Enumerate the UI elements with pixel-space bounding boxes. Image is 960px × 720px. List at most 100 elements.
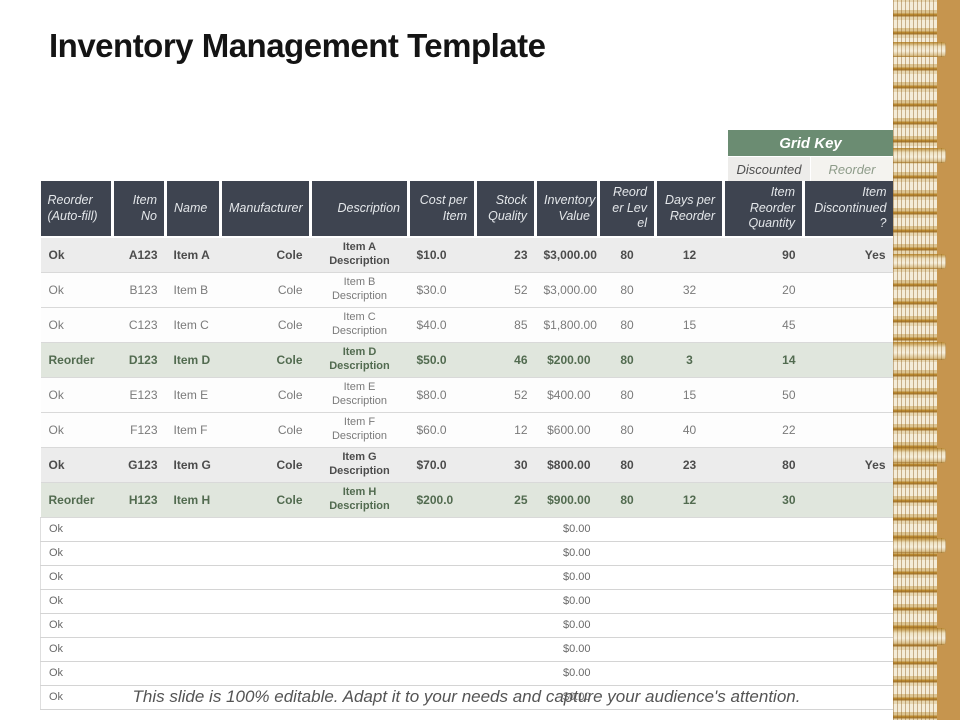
table-header-row: Reorder (Auto-fill) Item No Name Manufactur… [40, 181, 894, 238]
table-cell-item_discontinued: Yes [803, 237, 894, 273]
table-cell-days_per_reorder [655, 517, 724, 542]
page-title: Inventory Management Template [49, 27, 546, 64]
table-cell-manufacturer: Cole [220, 412, 311, 448]
table-cell-manufacturer [220, 685, 311, 710]
table-cell-reorder_level: 80 [598, 342, 656, 378]
coin-edge [893, 342, 946, 360]
table-cell-item_no: A123 [112, 237, 166, 273]
table-cell-reorder_level: 80 [598, 237, 656, 273]
table-cell-inventory_value: $0.00 [535, 661, 599, 686]
table-cell-manufacturer: Cole [220, 307, 311, 343]
table-cell-name [165, 589, 221, 614]
column-header-item_discontinued: Item Discontinued ? [803, 181, 894, 238]
table-row: Ok $0.00 [40, 685, 894, 710]
table-cell-cost_per_item [408, 541, 476, 566]
table-cell-cost_per_item: $200.0 [408, 482, 476, 518]
table-cell-item_no [112, 661, 166, 686]
table-cell-days_per_reorder [655, 661, 724, 686]
table-cell-stock_quality [475, 541, 536, 566]
table-cell-days_per_reorder: 12 [655, 237, 724, 273]
table-cell-item_reorder_quantity: 20 [723, 272, 804, 308]
table-cell-description [310, 661, 409, 686]
column-header-stock_quality: Stock Quality [475, 181, 537, 238]
table-cell-stock_quality: 30 [475, 447, 536, 483]
table-cell-manufacturer: Cole [220, 272, 311, 308]
table-cell-status: Ok [40, 377, 113, 413]
table-cell-inventory_value: $0.00 [535, 613, 599, 638]
table-cell-cost_per_item [408, 637, 476, 662]
table-cell-cost_per_item [408, 589, 476, 614]
table-cell-name [165, 517, 221, 542]
table-cell-status: Ok [40, 565, 113, 590]
inventory-table-body: Ok A123 Item A Cole Item A Description $10.0 2… [40, 237, 894, 710]
table-row: Ok $0.00 [40, 613, 894, 638]
column-header-reorder_level: Reorder Level [598, 181, 657, 238]
table-cell-inventory_value: $800.00 [535, 447, 599, 483]
table-cell-item_reorder_quantity: 22 [723, 412, 804, 448]
table-row: Ok $0.00 [40, 589, 894, 614]
table-cell-days_per_reorder [655, 589, 724, 614]
table-cell-name: Item A [165, 237, 221, 273]
table-cell-stock_quality: 85 [475, 307, 536, 343]
inventory-table: Reorder (Auto-fill) Item No Name Manufactur… [40, 181, 894, 710]
table-cell-days_per_reorder [655, 685, 724, 710]
table-cell-item_discontinued [803, 377, 894, 413]
column-header-days_per_reorder: Days per Reorder [655, 181, 725, 238]
column-header-item_no: Item No [112, 181, 167, 238]
table-cell-reorder_level: 80 [598, 412, 656, 448]
table-cell-item_discontinued [803, 565, 894, 590]
table-cell-stock_quality [475, 589, 536, 614]
table-cell-status: Reorder [40, 482, 113, 518]
table-cell-name [165, 613, 221, 638]
table-cell-manufacturer [220, 517, 311, 542]
table-cell-description [310, 685, 409, 710]
table-row: Reorder H123 Item H Cole Item H Description $… [40, 482, 894, 518]
table-cell-stock_quality [475, 685, 536, 710]
table-cell-description: Item F Description [310, 412, 409, 448]
table-cell-reorder_level [598, 637, 656, 662]
table-cell-status: Ok [40, 272, 113, 308]
table-row: Ok B123 Item B Cole Item B Description $30.0 5… [40, 272, 894, 308]
coin-edge [893, 448, 946, 463]
table-row: Reorder D123 Item D Cole Item D Description $… [40, 342, 894, 378]
table-cell-cost_per_item [408, 685, 476, 710]
grid-key-title: Grid Key [728, 130, 893, 156]
table-cell-status: Reorder [40, 342, 113, 378]
table-cell-stock_quality: 52 [475, 377, 536, 413]
grid-key-items: Discounted Reorder [728, 157, 893, 182]
table-cell-inventory_value: $600.00 [535, 412, 599, 448]
inventory-table-header: Reorder (Auto-fill) Item No Name Manufactur… [40, 181, 894, 238]
table-cell-name: Item E [165, 377, 221, 413]
table-cell-item_reorder_quantity [723, 517, 804, 542]
table-cell-manufacturer: Cole [220, 447, 311, 483]
table-cell-description [310, 613, 409, 638]
table-row: Ok $0.00 [40, 541, 894, 566]
table-cell-inventory_value: $0.00 [535, 589, 599, 614]
table-cell-reorder_level [598, 685, 656, 710]
coin-edge [893, 42, 946, 57]
table-cell-manufacturer [220, 541, 311, 566]
table-cell-cost_per_item [408, 613, 476, 638]
table-row: Ok C123 Item C Cole Item C Description $40.0 8… [40, 307, 894, 343]
table-cell-stock_quality [475, 565, 536, 590]
table-cell-stock_quality [475, 613, 536, 638]
table-cell-name [165, 685, 221, 710]
table-cell-item_discontinued [803, 637, 894, 662]
table-cell-item_no [112, 565, 166, 590]
grid-key-legend: Grid Key Discounted Reorder [728, 130, 893, 182]
table-cell-item_discontinued [803, 541, 894, 566]
table-cell-cost_per_item: $80.0 [408, 377, 476, 413]
table-cell-name [165, 565, 221, 590]
column-header-manufacturer: Manufacturer [220, 181, 312, 238]
table-cell-reorder_level [598, 661, 656, 686]
table-cell-item_reorder_quantity: 30 [723, 482, 804, 518]
table-cell-item_reorder_quantity [723, 589, 804, 614]
table-cell-description [310, 565, 409, 590]
table-row: Ok G123 Item G Cole Item G Description $70.0 3… [40, 447, 894, 483]
table-cell-item_no: F123 [112, 412, 166, 448]
table-cell-stock_quality [475, 637, 536, 662]
table-cell-inventory_value: $200.00 [535, 342, 599, 378]
table-cell-item_reorder_quantity [723, 661, 804, 686]
table-cell-status: Ok [40, 447, 113, 483]
coin-edge [893, 538, 946, 553]
